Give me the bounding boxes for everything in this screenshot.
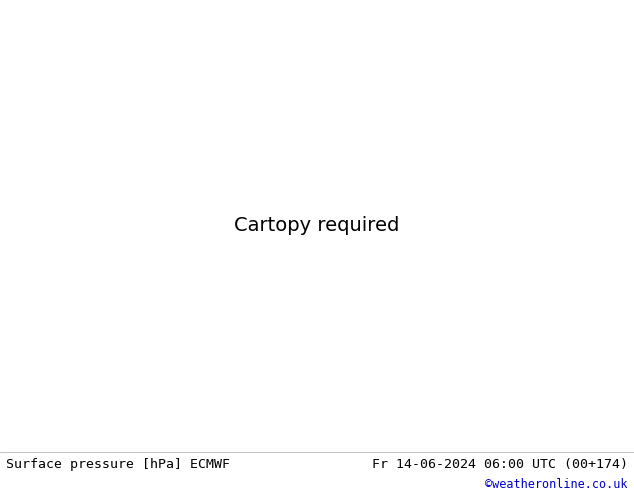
- Text: Surface pressure [hPa] ECMWF: Surface pressure [hPa] ECMWF: [6, 458, 230, 471]
- Text: Fr 14-06-2024 06:00 UTC (00+174): Fr 14-06-2024 06:00 UTC (00+174): [372, 458, 628, 471]
- Text: ©weatheronline.co.uk: ©weatheronline.co.uk: [485, 478, 628, 490]
- Text: Cartopy required: Cartopy required: [235, 216, 399, 235]
